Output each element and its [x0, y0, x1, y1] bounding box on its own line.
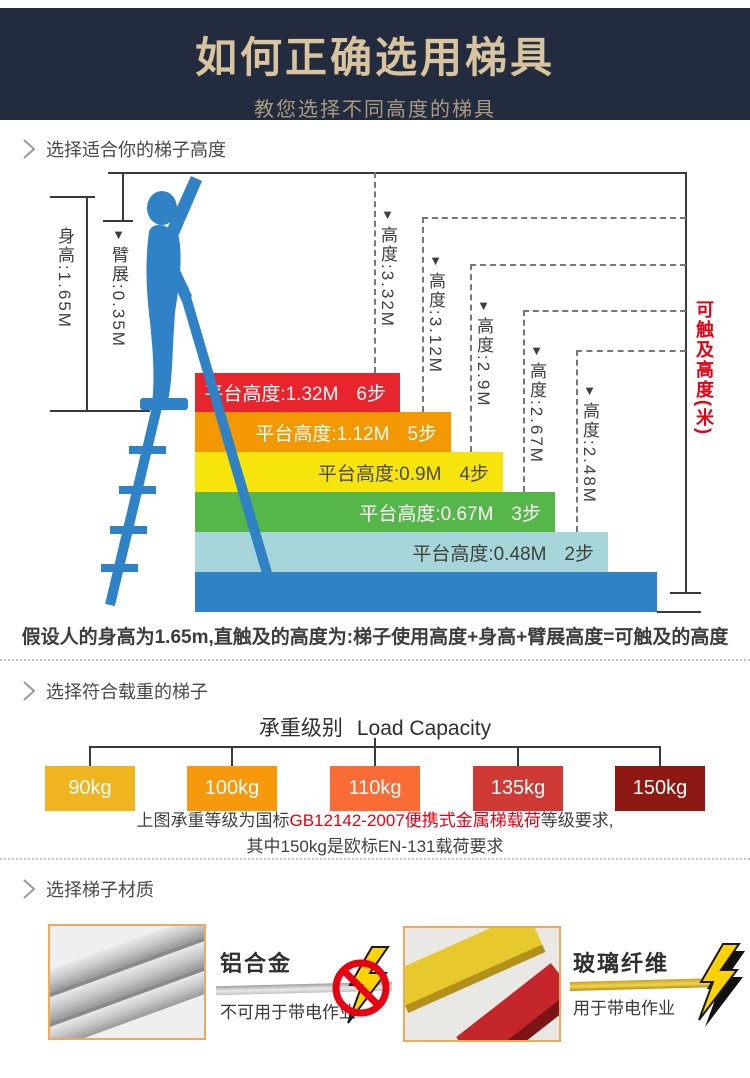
reach-callout-5: ▼高度:2.48M: [580, 383, 599, 504]
body-height-top-cap: [50, 196, 95, 198]
tree-drop-2: [231, 746, 233, 767]
arm-span-label: ▼臂展:0.35M: [109, 227, 128, 348]
platform-bar-5-steps: 平台高度:1.12M 5步: [195, 412, 451, 452]
load-capacity-heading: 承重级别 Load Capacity: [258, 717, 492, 740]
page-title: 如何正确选用梯具: [194, 34, 555, 81]
reach-callout-4: ▼高度:2.67M: [527, 343, 546, 464]
reach-axis-bottom-cap: [670, 592, 701, 594]
material-desc-fiberglass: 用于带电作业: [573, 999, 675, 1018]
diagram-caption: 假设人的身高为1.65m,直触及的高度为:梯子使用高度+身高+臂展高度=可触及的…: [21, 627, 729, 648]
standards-note-line2: 其中150kg是欧标EN-131载荷要求: [246, 837, 504, 856]
tree-drop-4: [517, 746, 519, 767]
reach-dash-3-v: [470, 264, 472, 452]
material-name-fiberglass: 玻璃纤维: [573, 951, 670, 976]
reach-dash-4-v: [523, 310, 525, 492]
triangle-down-icon: ▼: [476, 298, 491, 317]
body-height-line: [86, 196, 88, 410]
fiberglass-profiles-image: [405, 928, 559, 1040]
triangle-down-icon: ▼: [380, 207, 395, 226]
tree-drop-3: [374, 746, 376, 767]
ladder-icon: [101, 285, 272, 607]
body-height-label: 身高:1.65M: [55, 227, 74, 329]
reach-dash-2-h: [422, 217, 686, 219]
platform-bar-6-steps: 平台高度:1.32M 6步: [195, 373, 400, 412]
capacity-box-135kg: 135kg: [473, 766, 563, 811]
triangle-down-icon: ▼: [111, 227, 126, 246]
reach-callout-3: ▼高度:2.9M: [474, 298, 493, 408]
section-title-label: 选择梯子材质: [46, 880, 154, 900]
capacity-box-110kg: 110kg: [330, 766, 420, 811]
reach-callout-2: ▼高度:3.12M: [426, 253, 445, 374]
tree-stem: [374, 738, 376, 746]
arm-span-bottom-cap: [103, 220, 133, 222]
triangle-down-icon: ▼: [428, 253, 443, 272]
reach-axis-label: 可触及高度(米): [694, 300, 714, 436]
chevron-right-icon: [23, 139, 36, 159]
platform-bar-base: [195, 572, 657, 612]
tree-drop-5: [659, 746, 661, 767]
separator-1: [0, 659, 750, 661]
reach-dash-1: [374, 172, 376, 373]
material-desc-aluminum: 不可用于带电作业: [220, 1003, 356, 1022]
triangle-down-icon: ▼: [582, 383, 597, 402]
aluminum-photo: [48, 924, 206, 1040]
standards-note-line1: 上图承重等级为国标GB12142-2007便携式金属梯载荷等级要求,: [136, 811, 614, 830]
body-height-bottom-cap: [50, 410, 150, 412]
reach-dash-4-h: [523, 310, 686, 312]
reach-dash-2-v: [422, 217, 424, 412]
standard-code-highlight: GB12142-2007便携式金属梯载荷: [289, 811, 541, 830]
reach-dash-5-h: [576, 350, 686, 352]
ground-line: [657, 611, 701, 613]
capacity-box-150kg: 150kg: [615, 766, 705, 811]
arm-span-line: [122, 172, 124, 220]
chevron-right-icon: [23, 879, 36, 899]
section-material-title: 选择梯子材质: [22, 876, 154, 902]
reach-axis-line: [685, 172, 687, 592]
page-subtitle: 教您选择不同高度的梯具: [254, 99, 496, 121]
electricity-icon: [698, 943, 745, 1027]
capacity-box-100kg: 100kg: [187, 766, 277, 811]
material-name-aluminum: 铝合金: [220, 951, 293, 976]
section-load-title: 选择符合载重的梯子: [22, 678, 208, 704]
person-icon: [140, 176, 202, 410]
reach-top-line: [108, 172, 686, 174]
tree-drop-1: [89, 746, 91, 767]
section-title-label: 选择适合你的梯子高度: [46, 140, 226, 160]
no-electricity-icon: [332, 946, 390, 1024]
separator-2: [0, 858, 750, 860]
fiberglass-photo: [403, 926, 561, 1042]
header-banner: 如何正确选用梯具 教您选择不同高度的梯具: [0, 8, 750, 121]
chevron-right-icon: [23, 681, 36, 701]
reach-callout-1: ▼高度:3.32M: [378, 207, 397, 328]
reach-dash-5-v: [576, 350, 578, 532]
aluminum-profiles-image: [50, 926, 204, 1038]
triangle-down-icon: ▼: [529, 343, 544, 362]
section-title-label: 选择符合载重的梯子: [46, 682, 208, 702]
capacity-box-90kg: 90kg: [45, 766, 135, 811]
section-height-title: 选择适合你的梯子高度: [22, 136, 226, 162]
ladder-height-diagram: 可触及高度(米) 身高:1.65M ▼臂展:0.35M ▼高度:3.32M ▼高…: [0, 165, 750, 617]
reach-dash-3-h: [470, 264, 686, 266]
